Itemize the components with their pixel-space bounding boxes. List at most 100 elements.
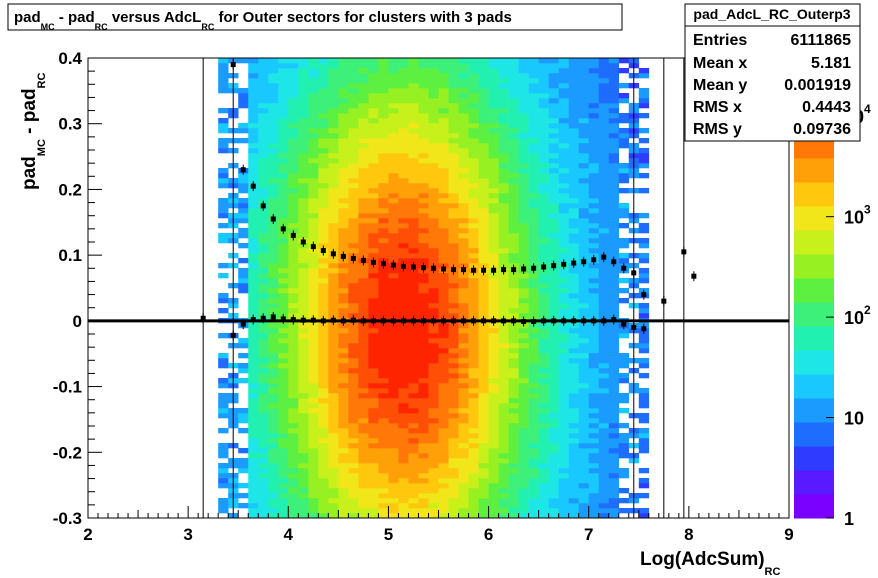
heatmap-cell [248,408,259,414]
heatmap-cell [538,68,549,74]
heatmap-cell [638,128,650,134]
heatmap-cell [548,248,559,254]
heatmap-cell [388,128,399,134]
heatmap-cell [498,423,509,429]
heatmap-cell [538,503,549,509]
heatmap-cell [548,373,559,379]
heatmap-cell [538,343,549,349]
heatmap-cell [308,113,319,119]
heatmap-cell [438,488,449,494]
heatmap-cell [398,308,409,314]
heatmap-cell [448,143,459,149]
heatmap-cell [488,408,499,414]
heatmap-cell [558,163,569,169]
heatmap-cell [288,483,299,489]
heatmap-cell [278,78,289,84]
heatmap-cell [378,278,389,284]
heatmap-cell [368,458,379,464]
heatmap-cell [268,103,279,109]
heatmap-cell [368,88,379,94]
heatmap-cell [278,423,289,429]
heatmap-cell [478,238,489,244]
heatmap-cell [408,113,419,119]
heatmap-cell [398,488,409,494]
heatmap-cell [618,83,630,89]
heatmap-cell [398,148,409,154]
heatmap-cell [488,118,499,124]
heatmap-cell [468,503,479,509]
heatmap-cell [398,513,409,519]
heatmap-cell [508,508,519,514]
heatmap-cell [378,228,389,234]
heatmap-cell [258,198,269,204]
heatmap-cell [218,118,229,124]
heatmap-cell [418,358,429,364]
heatmap-cell [438,398,449,404]
heatmap-cell [598,208,610,214]
heatmap-cell [398,353,409,359]
heatmap-cell [478,88,489,94]
heatmap-cell [478,98,489,104]
heatmap-cell [328,263,339,269]
heatmap-cell [308,273,319,279]
heatmap-cell [298,398,309,404]
mean-profile-point [330,317,336,323]
heatmap-cell [398,333,409,339]
heatmap-cell [318,433,329,439]
heatmap-cell [508,128,519,134]
heatmap-cell [458,248,469,254]
heatmap-cell [518,173,529,179]
mean-profile-point [621,321,627,327]
heatmap-cell [268,453,279,459]
heatmap-cell [518,158,529,164]
heatmap-cell [328,433,339,439]
heatmap-cell [258,293,269,299]
heatmap-cell [348,173,359,179]
heatmap-cell [238,268,249,274]
heatmap-cell [278,68,289,74]
x-tick-label: 2 [83,525,92,544]
heatmap-cell [608,478,620,484]
heatmap-cell [498,258,509,264]
heatmap-cell [398,98,409,104]
heatmap-cell [538,183,549,189]
heatmap-cell [248,393,259,399]
heatmap-cell [458,428,469,434]
heatmap-cell [308,363,319,369]
heatmap-cell [438,303,449,309]
heatmap-cell [288,443,299,449]
heatmap-cell [518,288,529,294]
heatmap-cell [258,63,269,69]
heatmap-cell [388,283,399,289]
heatmap-cell [218,403,229,409]
heatmap-cell [478,133,489,139]
heatmap-cell [488,338,499,344]
heatmap-cell [268,488,279,494]
heatmap-cell [518,358,529,364]
heatmap-cell [588,483,600,489]
heatmap-cell [638,138,650,144]
heatmap-cell [468,223,479,229]
mean-profile-point [471,318,477,324]
heatmap-cell [568,453,579,459]
heatmap-cell [428,178,439,184]
heatmap-cell [498,153,509,159]
heatmap-cell [248,58,259,64]
heatmap-cell [548,458,559,464]
heatmap-cell [588,123,600,129]
heatmap-cell [548,88,559,94]
heatmap-cell [398,68,409,74]
heatmap-cell [448,368,459,374]
heatmap-cell [378,238,389,244]
heatmap-cell [338,498,349,504]
heatmap-cell [278,123,289,129]
heatmap-cell [278,348,289,354]
heatmap-cell [358,288,369,294]
heatmap-cell [478,198,489,204]
mean-profile-point [501,318,507,324]
heatmap-cell [448,383,459,389]
heatmap-cell [618,213,630,219]
heatmap-cell [288,358,299,364]
heatmap-cell [298,438,309,444]
heatmap-cell [598,123,610,129]
